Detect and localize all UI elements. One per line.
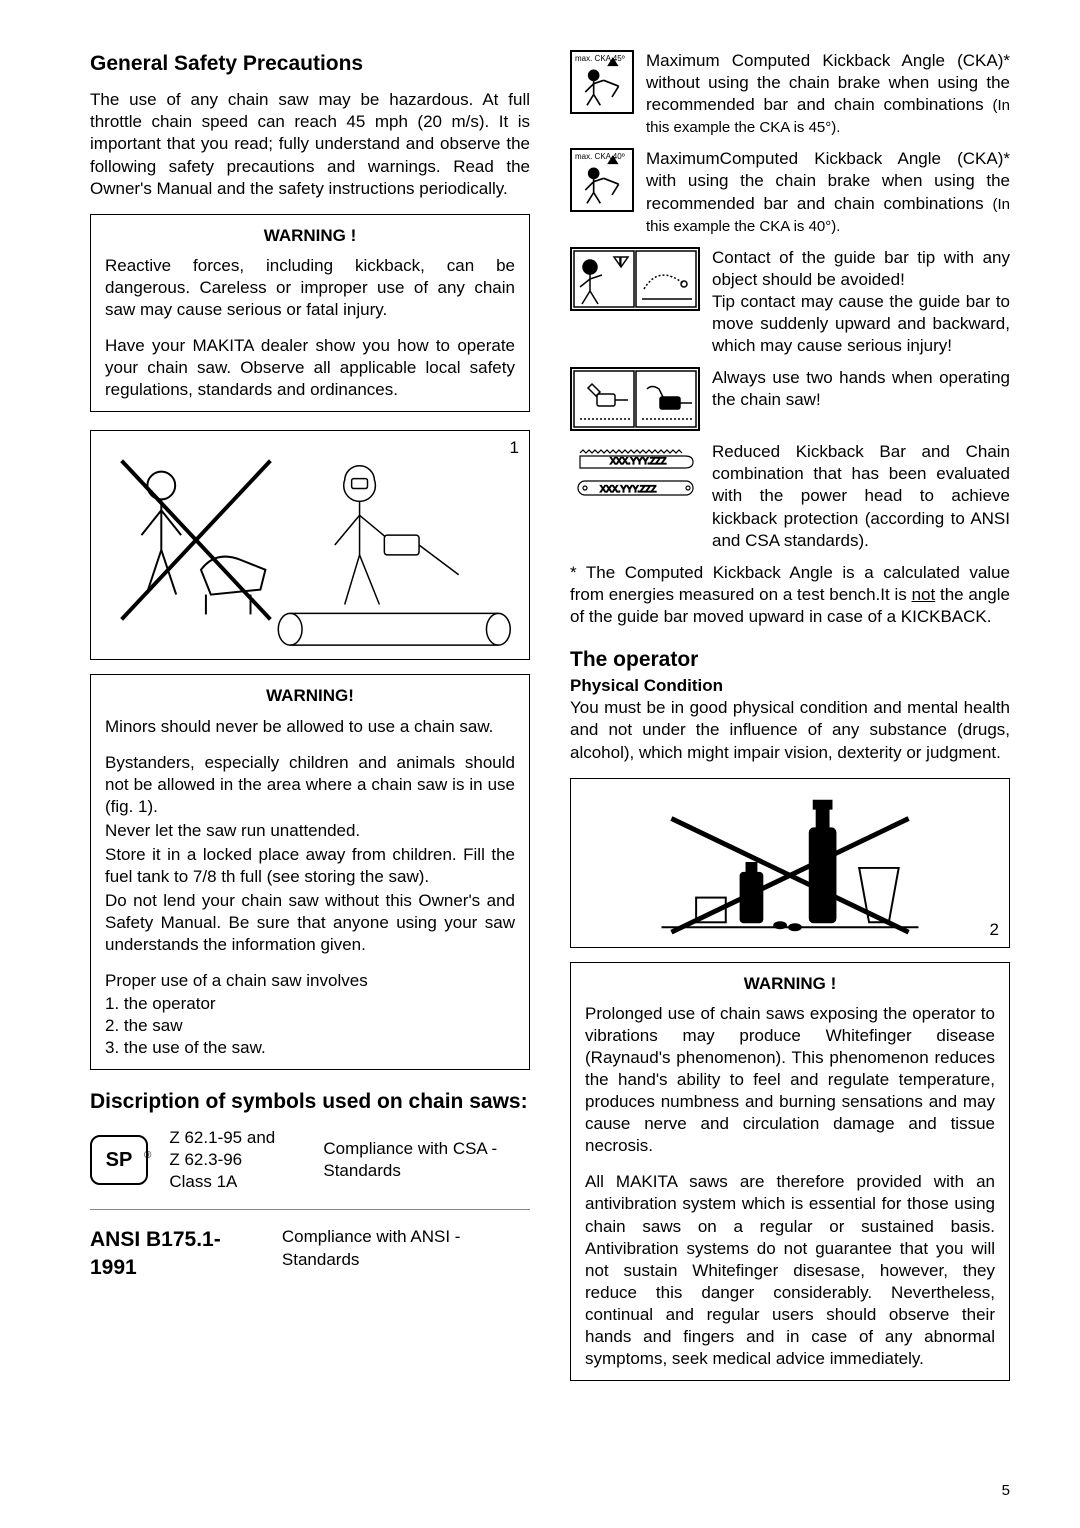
svg-text:!: ! [619,257,622,268]
warning2-l2: 2. the saw [105,1015,515,1037]
warning2-p1: Minors should never be allowed to use a … [105,716,515,738]
symbol-tip: ! Contact of the guide bar tip with any … [570,247,1010,357]
svg-text:XXX.YYY.ZZZ: XXX.YYY.ZZZ [600,484,657,494]
bar-chain-icon: XXX.YYY.ZZZ XXX.YYY.ZZZ [570,441,700,501]
registered-icon: ® [144,1149,151,1162]
warning1-title: WARNING ! [105,225,515,247]
bar-chain-text: Reduced Kickback Bar and Chain combinati… [712,441,1010,551]
symbol-bar-chain: XXX.YYY.ZZZ XXX.YYY.ZZZ Reduced Kickback… [570,441,1010,551]
cka40-text: MaximumComputed Kickback Angle (CKA)* wi… [646,148,1010,236]
page-number: 5 [1002,1481,1010,1501]
heading-safety: General Safety Precautions [90,50,530,77]
cka40-label: max. CKA 40º [575,152,625,162]
ansi-row: ANSI B175.1-1991 Compliance with ANSI -S… [90,1226,530,1281]
cka45-icon: max. CKA 45º [570,50,634,114]
csa-row: SP ® Z 62.1-95 and Z 62.3-96 Class 1A Co… [90,1127,530,1193]
heading-operator: The operator [570,646,1010,673]
csa-codes: Z 62.1-95 and Z 62.3-96 Class 1A [169,1127,309,1193]
warning2-p6: Proper use of a chain saw involves [105,970,515,992]
ansi-code: ANSI B175.1-1991 [90,1226,262,1281]
warning1-p2: Have your MAKITA dealer show you how to … [105,335,515,401]
svg-text:XXX.YYY.ZZZ: XXX.YYY.ZZZ [610,456,667,466]
tip-contact-icon: ! [570,247,700,311]
figure-1-number: 1 [510,437,519,459]
cka40-icon: max. CKA 40º [570,148,634,212]
ansi-compliance-text: Compliance with ANSI -Standards [282,1226,530,1270]
warning3-title: WARNING ! [585,973,995,995]
symbol-cka40: max. CKA 40º MaximumComputed Kickback An… [570,148,1010,236]
intro-text: The use of any chain saw may be hazardou… [90,89,530,199]
csa-icon: SP [90,1135,148,1185]
warning2-title: WARNING! [105,685,515,707]
cka45-text: Maximum Computed Kickback Angle (CKA)* w… [646,50,1010,138]
symbol-two-hands: Always use two hands when operating the … [570,367,1010,431]
heading-symbols: Discription of symbols used on chain saw… [90,1088,530,1115]
physical-text: You must be in good physical condition a… [570,697,1010,763]
warning2-p2: Bystanders, especially children and anim… [105,752,515,818]
divider [90,1209,530,1210]
warning3-p2: All MAKITA saws are therefore provided w… [585,1171,995,1370]
figure-1: 1 [90,430,530,660]
warning2-l3: 3. the use of the saw. [105,1037,515,1059]
figure-2-number: 2 [990,919,999,941]
heading-physical: Physical Condition [570,675,1010,697]
tip-text: Contact of the guide bar tip with any ob… [712,247,1010,357]
warning3-p1: Prolonged use of chain saws exposing the… [585,1003,995,1158]
warning-box-3: WARNING ! Prolonged use of chain saws ex… [570,962,1010,1382]
figure-2: 2 [570,778,1010,948]
warning-box-1: WARNING ! Reactive forces, including kic… [90,214,530,413]
warning2-p5: Do not lend your chain saw without this … [105,890,515,956]
two-hands-text: Always use two hands when operating the … [712,367,1010,411]
cka-footnote: * The Computed Kickback Angle is a calcu… [570,562,1010,628]
warning2-p4: Store it in a locked place away from chi… [105,844,515,888]
warning2-l1: 1. the operator [105,993,515,1015]
cka45-label: max. CKA 45º [575,54,625,64]
warning2-p3: Never let the saw run unattended. [105,820,515,842]
two-hands-icon [570,367,700,431]
csa-compliance-text: Compliance with CSA -Standards [323,1138,530,1182]
warning1-p1: Reactive forces, including kickback, can… [105,255,515,321]
warning-box-2: WARNING! Minors should never be allowed … [90,674,530,1069]
symbol-cka45: max. CKA 45º Maximum Computed Kickback A… [570,50,1010,138]
